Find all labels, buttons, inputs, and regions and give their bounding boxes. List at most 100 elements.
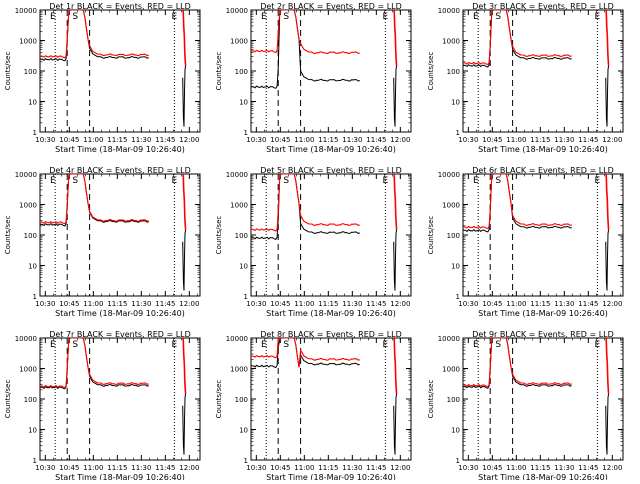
marker-label: S <box>495 176 501 186</box>
x-tick-label: 11:45 <box>366 464 386 472</box>
x-tick-label: 10:45 <box>270 464 290 472</box>
y-tick-label: 1 <box>456 457 460 465</box>
lld-series-line <box>463 174 572 230</box>
lld-late-segment <box>605 174 610 230</box>
panel-1: Det 1r BLACK = Events, RED = LLD Counts/s… <box>4 2 201 154</box>
events-series-line <box>251 338 360 369</box>
panel-title: Det 9r BLACK = Events, RED = LLD <box>472 330 614 339</box>
series-group <box>251 174 398 291</box>
lld-series-line <box>251 10 360 55</box>
x-axis-label: Start Time (18-Mar-09 10:26:40) <box>55 473 185 480</box>
y-tick-label: 1 <box>456 129 460 137</box>
x-tick-label: 11:30 <box>342 136 362 144</box>
series-group <box>463 338 610 455</box>
y-tick-label: 10 <box>451 99 460 107</box>
y-tick-label: 10000 <box>226 335 248 343</box>
lld-late-segment <box>605 10 610 66</box>
y-tick-label: 10 <box>239 427 248 435</box>
y-tick-label: 1000 <box>442 202 460 210</box>
panel-9: Det 9r BLACK = Events, RED = LLD Counts/s… <box>427 330 624 482</box>
y-tick-label: 10000 <box>15 171 37 179</box>
marker-label: E <box>50 12 56 22</box>
y-tick-label: 1000 <box>442 366 460 374</box>
events-late-segment <box>393 229 398 291</box>
marker-label: E <box>261 176 267 186</box>
x-tick-label: 11:00 <box>506 300 526 308</box>
panel-8: Det 8r BLACK = Events, RED = LLD Counts/s… <box>215 330 412 482</box>
lld-series-line <box>463 338 572 388</box>
y-tick-label: 1000 <box>19 38 37 46</box>
x-tick-label: 12:00 <box>179 464 199 472</box>
plot-frame <box>462 9 624 133</box>
x-axis-label: Start Time (18-Mar-09 10:26:40) <box>266 309 396 318</box>
y-tick-label: 1 <box>244 457 248 465</box>
marker-label: E <box>172 340 178 350</box>
y-axis-label: Counts/sec <box>4 52 12 91</box>
marker-label: S <box>283 12 289 22</box>
events-series-line <box>463 174 572 233</box>
y-tick-label: 1000 <box>19 202 37 210</box>
x-tick-label: 10:30 <box>458 136 478 144</box>
x-tick-label: 11:45 <box>366 136 386 144</box>
y-tick-label: 100 <box>447 232 460 240</box>
y-tick-label: 10000 <box>226 7 248 15</box>
lld-late-segment <box>393 10 398 66</box>
plot-frame <box>39 9 201 133</box>
x-tick-label: 12:00 <box>390 300 410 308</box>
series-group <box>40 338 187 455</box>
series-group <box>251 10 398 127</box>
events-late-segment <box>605 393 610 455</box>
series-group <box>463 174 610 291</box>
panel-title: Det 4r BLACK = Events, RED = LLD <box>49 166 191 175</box>
x-axis-label: Start Time (18-Mar-09 10:26:40) <box>55 145 185 154</box>
y-tick-label: 1000 <box>230 366 248 374</box>
plot-frame <box>250 337 412 461</box>
x-tick-label: 11:45 <box>155 136 175 144</box>
x-tick-label: 11:15 <box>318 300 338 308</box>
x-tick-label: 10:30 <box>246 136 266 144</box>
marker-label: S <box>283 176 289 186</box>
x-tick-label: 11:00 <box>506 464 526 472</box>
y-axis-label: Counts/sec <box>427 216 435 255</box>
y-tick-label: 1 <box>33 457 37 465</box>
x-axis-label: Start Time (18-Mar-09 10:26:40) <box>266 145 396 154</box>
panel-4: Det 4r BLACK = Events, RED = LLD Counts/s… <box>4 166 201 318</box>
panel-title: Det 7r BLACK = Events, RED = LLD <box>49 330 191 339</box>
x-tick-label: 12:00 <box>602 464 622 472</box>
x-tick-label: 11:15 <box>530 464 550 472</box>
lld-late-segment <box>605 338 610 394</box>
y-axis-label: Counts/sec <box>427 380 435 419</box>
x-tick-label: 11:15 <box>318 136 338 144</box>
x-tick-label: 12:00 <box>179 300 199 308</box>
y-tick-label: 10 <box>451 427 460 435</box>
x-tick-label: 11:15 <box>530 300 550 308</box>
x-tick-label: 10:30 <box>35 300 55 308</box>
x-tick-label: 11:30 <box>131 464 151 472</box>
y-axis-label: Counts/sec <box>215 380 223 419</box>
lld-late-segment <box>182 174 187 230</box>
x-tick-label: 11:30 <box>342 300 362 308</box>
x-tick-label: 11:15 <box>107 464 127 472</box>
x-tick-label: 11:30 <box>131 136 151 144</box>
marker-label: S <box>495 12 501 22</box>
x-tick-label: 12:00 <box>390 136 410 144</box>
x-tick-label: 11:45 <box>155 464 175 472</box>
x-tick-label: 12:00 <box>390 464 410 472</box>
y-tick-label: 100 <box>447 396 460 404</box>
x-tick-label: 10:30 <box>35 464 55 472</box>
y-axis-label: Counts/sec <box>4 216 12 255</box>
panel-title: Det 3r BLACK = Events, RED = LLD <box>472 2 614 11</box>
panel-title: Det 2r BLACK = Events, RED = LLD <box>260 2 402 11</box>
x-tick-label: 12:00 <box>602 300 622 308</box>
x-tick-label: 10:45 <box>482 136 502 144</box>
y-tick-label: 1000 <box>230 202 248 210</box>
marker-label: E <box>172 176 178 186</box>
x-tick-label: 11:45 <box>155 300 175 308</box>
plot-frame <box>39 173 201 297</box>
y-tick-label: 10000 <box>438 7 460 15</box>
lld-late-segment <box>393 174 398 230</box>
x-tick-label: 10:45 <box>270 300 290 308</box>
x-tick-label: 12:00 <box>179 136 199 144</box>
y-tick-label: 10 <box>239 99 248 107</box>
x-axis-label: Start Time (18-Mar-09 10:26:40) <box>55 309 185 318</box>
